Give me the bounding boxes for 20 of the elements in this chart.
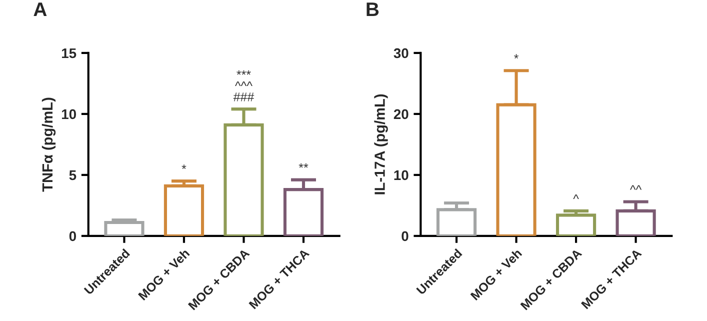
annotation: *	[182, 164, 186, 169]
y-tick-label: 0	[69, 231, 76, 242]
annotation: *	[514, 54, 519, 59]
annotation: ^^	[630, 185, 642, 190]
y-tick-label: 10	[62, 109, 76, 120]
y-tick-label: 10	[394, 170, 408, 180]
y-axis-title: TNFα (pg/mL)	[42, 98, 56, 192]
y-tick-label: 15	[62, 48, 76, 58]
y-tick-label: 30	[394, 48, 408, 58]
chart-title: A	[34, 2, 47, 16]
annotation: ^^^	[235, 81, 252, 86]
y-tick-label: 20	[394, 109, 408, 120]
annotation: **	[298, 163, 308, 168]
annotation: ^	[573, 194, 579, 199]
y-tick-label: 5	[69, 170, 76, 180]
annotation: ***	[236, 70, 251, 75]
annotation: ###	[233, 92, 254, 102]
y-axis-title: IL-17A (pg/mL)	[374, 94, 388, 194]
y-tick-label: 0	[402, 231, 408, 242]
chart-title: B	[366, 2, 379, 16]
